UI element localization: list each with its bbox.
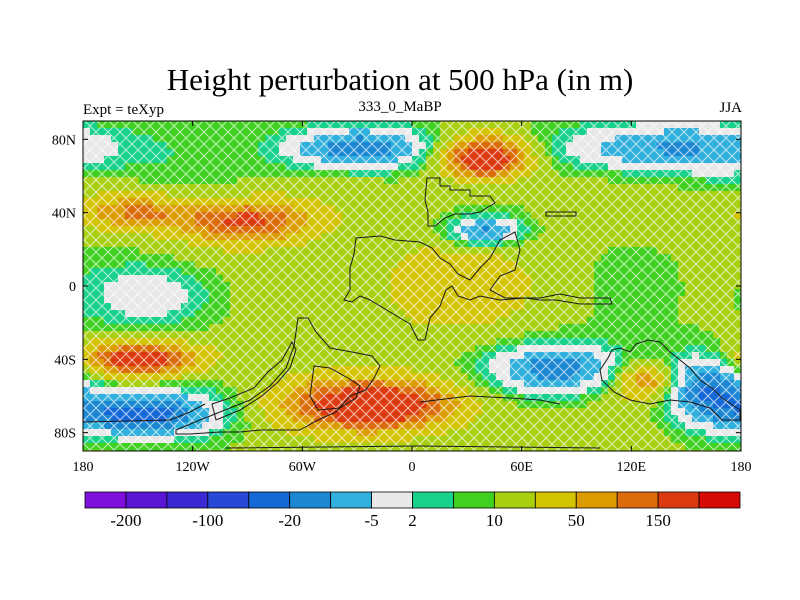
colorbar-label: 150	[645, 511, 671, 530]
continent-outline	[545, 211, 577, 217]
continent-outline	[175, 317, 381, 435]
x-tick-label: 180	[73, 460, 94, 475]
colorbar-swatch	[453, 491, 495, 509]
x-tick-label: 180	[731, 460, 752, 475]
x-tick-label: 0	[409, 460, 416, 475]
continent-outlines	[83, 177, 741, 449]
map-title: Height perturbation at 500 hPa (in m)	[166, 62, 634, 97]
y-tick-label: 40N	[52, 207, 76, 222]
colorbar-swatch	[330, 491, 372, 509]
colorbar-label: -5	[364, 511, 378, 530]
colorbar-swatch	[248, 491, 291, 509]
continent-outline	[83, 403, 206, 423]
y-tick-label: 40S	[54, 353, 76, 368]
colorbar: -200 -100 -20 -5 2 10 50 150	[84, 491, 741, 530]
run-label: 333_0_MaBP	[358, 99, 442, 115]
colorbar-label: -20	[278, 511, 301, 530]
colorbar-swatch	[493, 491, 536, 509]
colorbar-label: -100	[192, 511, 223, 530]
colorbar-swatch	[207, 491, 250, 509]
y-tick-label: 80N	[52, 133, 76, 148]
colorbar-swatch	[575, 491, 618, 509]
x-tick-label: 60E	[510, 460, 533, 475]
x-tick-label: 120E	[617, 460, 647, 475]
colorbar-label: 50	[568, 511, 585, 530]
colorbar-label: 10	[486, 511, 503, 530]
continent-outline	[419, 395, 561, 405]
colorbar-swatch	[289, 491, 332, 509]
x-tick-label: 120W	[176, 460, 211, 475]
continent-outline	[224, 445, 601, 449]
x-tick-label: 60W	[289, 460, 317, 475]
colorbar-swatch	[125, 491, 168, 509]
colorbar-swatch	[84, 491, 127, 509]
continent-outline	[424, 177, 496, 227]
y-tick-label: 0	[69, 280, 76, 295]
colorbar-label: -200	[110, 511, 141, 530]
colorbar-label: 2	[408, 511, 417, 530]
continent-outline	[343, 231, 613, 341]
colorbar-swatch	[371, 491, 413, 509]
colorbar-swatch	[534, 491, 577, 509]
colorbar-swatch	[412, 491, 454, 509]
colorbar-swatch	[616, 491, 659, 509]
y-tick-label: 80S	[54, 427, 76, 442]
continent-outline	[211, 340, 297, 421]
colorbar-swatch	[166, 491, 209, 509]
experiment-label: Expt = teXyp	[83, 102, 164, 118]
colorbar-swatch	[657, 491, 700, 509]
continent-outline	[309, 365, 361, 411]
season-label: JJA	[719, 100, 742, 116]
colorbar-swatch	[698, 491, 741, 509]
map-axes: 180 120W 60W 0 60E 120E 180 80N 40N 0 40S 80S	[52, 121, 752, 475]
continent-outline	[599, 339, 741, 421]
stipple-overlay	[83, 121, 741, 451]
